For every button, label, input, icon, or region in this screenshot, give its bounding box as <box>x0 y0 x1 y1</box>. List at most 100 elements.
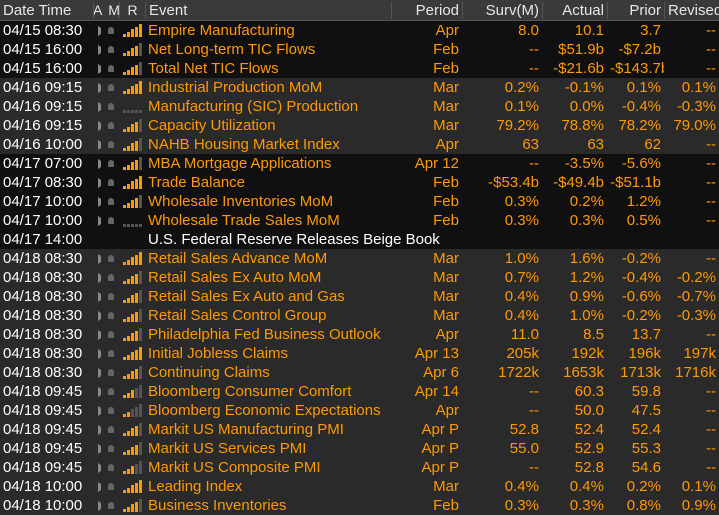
table-row[interactable]: 04/18 08:30 Retail Sales Control Group Mar… <box>0 306 719 325</box>
speaker-icon[interactable] <box>98 310 107 321</box>
row-event[interactable]: Markit US Services PMI <box>148 440 307 457</box>
table-row[interactable]: 04/17 10:00 Wholesale Trade Sales MoM Feb 0… <box>0 211 719 230</box>
speaker-icon[interactable] <box>98 63 107 74</box>
row-alert-controls[interactable] <box>93 215 119 226</box>
bell-icon[interactable] <box>108 331 114 338</box>
bell-icon[interactable] <box>108 179 114 186</box>
row-alert-controls[interactable] <box>93 386 119 397</box>
speaker-icon[interactable] <box>98 291 107 302</box>
speaker-icon[interactable] <box>98 120 107 131</box>
table-row[interactable]: 04/18 09:45 Markit US Services PMI Apr P 55… <box>0 439 719 458</box>
row-event[interactable]: Bloomberg Consumer Comfort <box>148 383 352 400</box>
row-event[interactable]: Initial Jobless Claims <box>148 345 289 362</box>
row-event[interactable]: Wholesale Inventories MoM <box>148 193 334 210</box>
row-alert-controls[interactable] <box>93 481 119 492</box>
speaker-icon[interactable] <box>98 462 107 473</box>
row-event[interactable]: Net Long-term TIC Flows <box>148 41 316 58</box>
row-event[interactable]: Business Inventories <box>148 497 287 514</box>
table-row[interactable]: 04/16 10:00 NAHB Housing Market Index Apr 6… <box>0 135 719 154</box>
table-row[interactable]: 04/15 16:00 Net Long-term TIC Flows Feb -- $… <box>0 40 719 59</box>
col-relevance[interactable]: R <box>119 2 145 18</box>
row-alert-controls[interactable] <box>93 462 119 473</box>
row-alert-controls[interactable] <box>93 158 119 169</box>
col-period[interactable]: Period <box>391 1 462 19</box>
bell-icon[interactable] <box>108 198 114 205</box>
col-actual[interactable]: Actual <box>542 1 607 19</box>
table-row[interactable]: 04/18 09:45 Markit US Composite PMI Apr P -… <box>0 458 719 477</box>
row-event[interactable]: Bloomberg Economic Expectations <box>148 402 381 419</box>
speaker-icon[interactable] <box>98 82 107 93</box>
bell-icon[interactable] <box>108 483 114 490</box>
bell-icon[interactable] <box>108 369 114 376</box>
bell-icon[interactable] <box>108 255 114 262</box>
table-row[interactable]: 04/18 08:30 Philadelphia Fed Business Out… <box>0 325 719 344</box>
speaker-icon[interactable] <box>98 215 107 226</box>
row-event[interactable]: U.S. Federal Reserve Releases Beige Book <box>148 231 440 248</box>
row-event[interactable]: Industrial Production MoM <box>148 79 323 96</box>
speaker-icon[interactable] <box>98 101 107 112</box>
speaker-icon[interactable] <box>98 500 107 511</box>
row-alert-controls[interactable] <box>93 367 119 378</box>
row-alert-controls[interactable] <box>93 424 119 435</box>
row-event[interactable]: Manufacturing (SIC) Production <box>148 98 359 115</box>
bell-icon[interactable] <box>108 217 114 224</box>
bell-icon[interactable] <box>108 388 114 395</box>
bell-icon[interactable] <box>108 407 114 414</box>
row-alert-controls[interactable] <box>93 329 119 340</box>
row-alert-controls[interactable] <box>93 196 119 207</box>
speaker-icon[interactable] <box>98 348 107 359</box>
row-event[interactable]: Wholesale Trade Sales MoM <box>148 212 340 229</box>
table-row[interactable]: 04/18 09:45 Markit US Manufacturing PMI Ap… <box>0 420 719 439</box>
row-alert-controls[interactable] <box>93 44 119 55</box>
col-prior[interactable]: Prior <box>607 1 664 19</box>
row-event[interactable]: Retail Sales Ex Auto and Gas <box>148 288 345 305</box>
row-alert-controls[interactable] <box>93 253 119 264</box>
table-row[interactable]: 04/17 14:00 U.S. Federal Reserve Releases… <box>0 230 719 249</box>
row-alert-controls[interactable] <box>93 405 119 416</box>
row-event[interactable]: Retail Sales Control Group <box>148 307 327 324</box>
col-alert-mute[interactable]: A M <box>93 2 119 18</box>
row-alert-controls[interactable] <box>93 272 119 283</box>
row-event[interactable]: Retail Sales Advance MoM <box>148 250 328 267</box>
speaker-icon[interactable] <box>98 44 107 55</box>
table-row[interactable]: 04/15 08:30 Empire Manufacturing Apr 8.0 10.… <box>0 21 719 40</box>
table-row[interactable]: 04/15 16:00 Total Net TIC Flows Feb -- -$21.… <box>0 59 719 78</box>
table-row[interactable]: 04/18 08:30 Retail Sales Ex Auto MoM Mar 0.… <box>0 268 719 287</box>
table-row[interactable]: 04/16 09:15 Industrial Production MoM Mar 0… <box>0 78 719 97</box>
table-row[interactable]: 04/18 09:45 Bloomberg Economic Expectatio… <box>0 401 719 420</box>
speaker-icon[interactable] <box>98 481 107 492</box>
bell-icon[interactable] <box>108 293 114 300</box>
bell-icon[interactable] <box>108 312 114 319</box>
speaker-icon[interactable] <box>98 272 107 283</box>
row-alert-controls[interactable] <box>93 63 119 74</box>
row-event[interactable]: Continuing Claims <box>148 364 270 381</box>
speaker-icon[interactable] <box>98 367 107 378</box>
row-alert-controls[interactable] <box>93 348 119 359</box>
row-alert-controls[interactable] <box>93 291 119 302</box>
speaker-icon[interactable] <box>98 424 107 435</box>
bell-icon[interactable] <box>108 65 114 72</box>
row-alert-controls[interactable] <box>93 310 119 321</box>
row-event[interactable]: NAHB Housing Market Index <box>148 136 340 153</box>
row-alert-controls[interactable] <box>93 25 119 36</box>
row-event[interactable]: Retail Sales Ex Auto MoM <box>148 269 322 286</box>
bell-icon[interactable] <box>108 426 114 433</box>
table-row[interactable]: 04/18 10:00 Business Inventories Feb 0.3% 0.… <box>0 496 719 515</box>
speaker-icon[interactable] <box>98 139 107 150</box>
row-event[interactable]: Total Net TIC Flows <box>148 60 279 77</box>
table-row[interactable]: 04/16 09:15 Manufacturing (SIC) Productio… <box>0 97 719 116</box>
bell-icon[interactable] <box>108 84 114 91</box>
bell-icon[interactable] <box>108 27 114 34</box>
bell-icon[interactable] <box>108 274 114 281</box>
row-event[interactable]: Markit US Composite PMI <box>148 459 321 476</box>
row-event[interactable]: Empire Manufacturing <box>148 22 295 39</box>
bell-icon[interactable] <box>108 160 114 167</box>
row-alert-controls[interactable] <box>93 500 119 511</box>
bell-icon[interactable] <box>108 122 114 129</box>
col-revised[interactable]: Revised <box>664 1 719 19</box>
row-event[interactable]: Capacity Utilization <box>148 117 276 134</box>
table-row[interactable]: 04/18 08:30 Retail Sales Advance MoM Mar 1.… <box>0 249 719 268</box>
table-row[interactable]: 04/18 08:30 Continuing Claims Apr 6 1722k 16… <box>0 363 719 382</box>
speaker-icon[interactable] <box>98 177 107 188</box>
table-row[interactable]: 04/18 09:45 Bloomberg Consumer Comfort Apr… <box>0 382 719 401</box>
